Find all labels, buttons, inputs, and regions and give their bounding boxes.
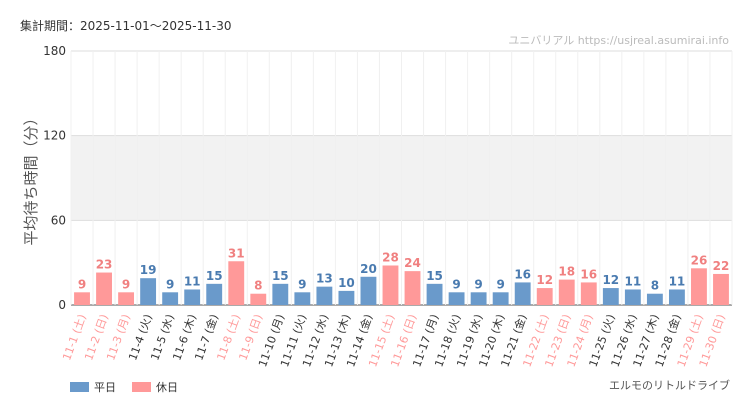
legend: 平日 休日 <box>70 379 194 395</box>
bar-value-label: 22 <box>713 259 730 273</box>
attraction-name: エルモのリトルドライブ <box>609 379 730 392</box>
bar-value-label: 15 <box>206 269 223 283</box>
bar <box>162 292 179 305</box>
bar <box>470 292 487 305</box>
bar-value-label: 9 <box>474 277 482 291</box>
bar-value-label: 11 <box>624 274 641 288</box>
y-tick-label: 120 <box>43 129 66 143</box>
bar <box>338 290 355 305</box>
bar <box>492 292 509 305</box>
bar <box>668 289 685 305</box>
bar-value-label: 13 <box>316 272 333 286</box>
bar <box>646 293 663 305</box>
legend-label-weekday: 平日 <box>94 381 116 394</box>
bar-value-label: 31 <box>228 246 245 260</box>
legend-swatch-weekday <box>70 382 89 392</box>
source-label[interactable]: ユニバリアル https://usjreal.asumirai.info <box>508 34 729 47</box>
bar-value-label: 11 <box>184 274 201 288</box>
bar-value-label: 8 <box>651 279 659 293</box>
bar <box>272 283 289 305</box>
bar-value-label: 11 <box>669 274 686 288</box>
bar-value-label: 15 <box>272 269 289 283</box>
bar-value-label: 26 <box>691 253 708 267</box>
bar-value-label: 16 <box>514 267 531 281</box>
legend-item-holiday: 休日 <box>132 379 178 395</box>
bar <box>140 278 157 305</box>
bar <box>294 292 311 305</box>
legend-label-holiday: 休日 <box>156 381 178 394</box>
bar <box>206 283 223 305</box>
bar <box>316 286 333 305</box>
y-tick-label: 60 <box>51 213 66 227</box>
y-axis-title: 平均待ち時間（分） <box>22 110 40 245</box>
bar-value-label: 12 <box>536 273 553 287</box>
bar-value-label: 8 <box>254 279 262 293</box>
bar <box>713 273 729 305</box>
bar <box>602 288 619 305</box>
bar-value-label: 12 <box>602 273 619 287</box>
y-tick-label: 180 <box>43 44 66 58</box>
bar <box>580 282 597 305</box>
bar-value-label: 9 <box>452 277 460 291</box>
y-tick-label: 0 <box>58 298 66 312</box>
bar <box>118 292 135 305</box>
bar <box>514 282 531 305</box>
bar <box>228 261 245 305</box>
bar <box>448 292 465 305</box>
bar-value-label: 19 <box>140 263 157 277</box>
bar <box>96 272 112 305</box>
legend-swatch-holiday <box>132 382 151 392</box>
bar-value-label: 9 <box>122 277 130 291</box>
bar <box>360 276 377 305</box>
bar-value-label: 9 <box>298 277 306 291</box>
bar-value-label: 18 <box>558 265 575 279</box>
bar <box>250 293 267 305</box>
bar-value-label: 28 <box>382 250 399 264</box>
bar <box>691 268 707 305</box>
bar-value-label: 10 <box>338 276 355 290</box>
legend-item-weekday: 平日 <box>70 379 116 395</box>
bar-value-label: 16 <box>580 267 597 281</box>
bar <box>558 279 575 305</box>
bar-value-label: 23 <box>96 258 113 272</box>
bar-value-label: 20 <box>360 262 377 276</box>
bar <box>382 265 399 305</box>
bar <box>404 271 421 305</box>
bar <box>184 289 201 305</box>
bar <box>536 288 553 305</box>
bar-value-label: 9 <box>166 277 174 291</box>
period-label: 集計期間：2025-11-01～2025-11-30 <box>20 19 232 33</box>
bar-value-label: 15 <box>426 269 443 283</box>
bar <box>426 283 443 305</box>
bar <box>74 292 90 305</box>
bar-value-label: 24 <box>404 256 421 270</box>
bar-value-label: 9 <box>78 277 86 291</box>
bar <box>624 289 641 305</box>
bar-value-label: 9 <box>496 277 504 291</box>
